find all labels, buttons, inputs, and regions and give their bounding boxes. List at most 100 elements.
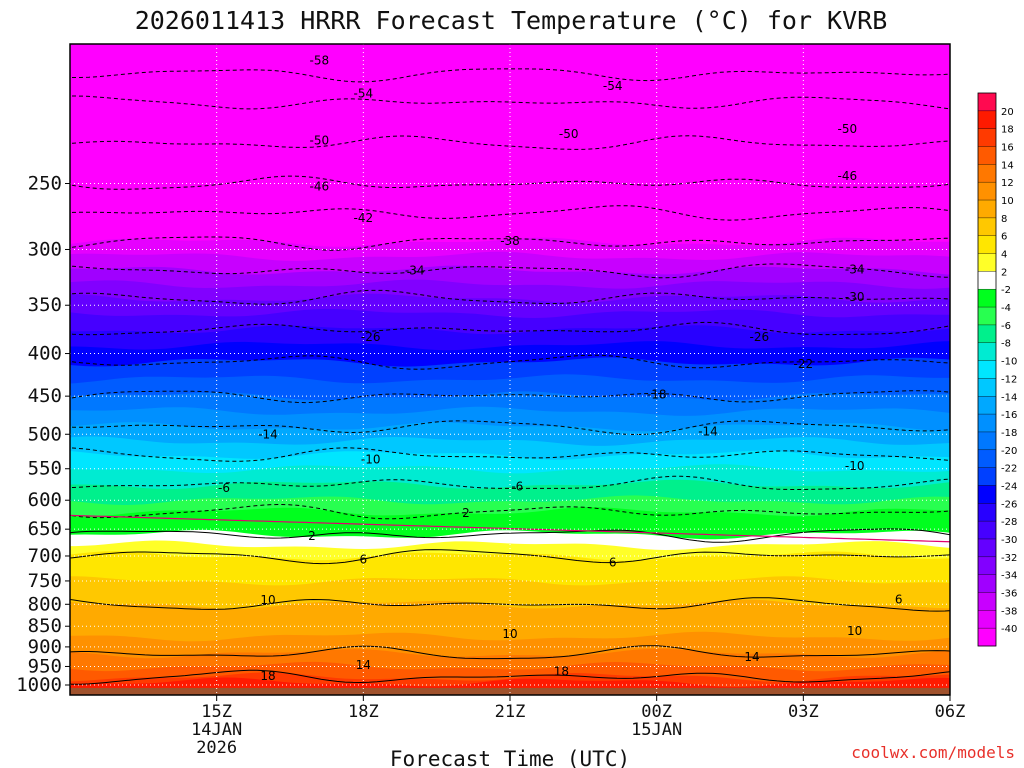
colorbar-label: -38 bbox=[1001, 606, 1017, 617]
contour-label: 2 bbox=[462, 506, 470, 520]
colorbar-cell bbox=[978, 610, 996, 629]
colorbar-cell bbox=[978, 360, 996, 379]
colorbar-label: -18 bbox=[1001, 428, 1017, 439]
colorbar-cell bbox=[978, 289, 996, 308]
contour-m54 bbox=[70, 95, 950, 110]
plot-area: -58 -54 -54 -50 -50 -50 -46 -46 -42 -38 -34 -34 -30 -… bbox=[70, 44, 950, 695]
contour-label: -50 bbox=[310, 134, 330, 148]
ground-surface bbox=[70, 687, 950, 695]
colorbar-cell bbox=[978, 556, 996, 575]
x-tick-label: 15JAN bbox=[631, 720, 682, 740]
colorbar-cell bbox=[978, 521, 996, 540]
contour-m14 bbox=[70, 420, 950, 435]
colorbar-cell bbox=[978, 307, 996, 326]
colorbar-label: -14 bbox=[1001, 392, 1017, 403]
colorbar-label: -34 bbox=[1001, 571, 1017, 582]
contour-m18 bbox=[70, 390, 950, 404]
contour-label: -46 bbox=[838, 169, 858, 183]
y-tick-label: 350 bbox=[28, 294, 62, 316]
contour-m30 bbox=[70, 289, 950, 305]
y-tick-label: 600 bbox=[28, 489, 62, 511]
contour-m22 bbox=[70, 354, 950, 370]
x-tick-label: 18Z bbox=[348, 702, 379, 722]
y-tick-label: 750 bbox=[28, 570, 62, 592]
contour-m26 bbox=[70, 321, 950, 336]
colorbar-cell bbox=[978, 235, 996, 254]
y-tick-label: 550 bbox=[28, 458, 62, 480]
colorbar-label: -2 bbox=[1001, 285, 1011, 296]
y-tick-label: 500 bbox=[28, 423, 62, 445]
colorbar-cell bbox=[978, 503, 996, 522]
colorbar-label: -4 bbox=[1001, 303, 1011, 314]
chart-title: 2026011413 HRRR Forecast Temperature (°C… bbox=[135, 6, 888, 35]
credit-text: coolwx.com/models bbox=[851, 743, 1015, 762]
contour-label: -14 bbox=[698, 424, 718, 438]
colorbar-label: -12 bbox=[1001, 374, 1017, 385]
colorbar-cell bbox=[978, 217, 996, 237]
colorbar-label: -32 bbox=[1001, 553, 1017, 564]
contour-label: 18 bbox=[260, 669, 275, 683]
y-tick-label: 250 bbox=[28, 173, 62, 195]
colorbar-label: -8 bbox=[1001, 339, 1011, 350]
x-tick-label: 2026 bbox=[196, 738, 237, 758]
contour-label: 6 bbox=[895, 593, 903, 607]
x-tick-label: 21Z bbox=[495, 702, 526, 722]
colorbar-label: -30 bbox=[1001, 535, 1017, 546]
contour-m46 bbox=[70, 175, 950, 190]
contour-label: -30 bbox=[845, 290, 865, 304]
contour-label: -10 bbox=[845, 459, 865, 473]
contour-label: -54 bbox=[603, 79, 623, 93]
colorbar-cell bbox=[978, 538, 996, 558]
contour-label: -50 bbox=[559, 127, 579, 141]
contour-label: -6 bbox=[218, 481, 230, 495]
colorbar-label: 8 bbox=[1001, 214, 1007, 225]
colorbar-cell bbox=[978, 592, 996, 611]
contour-6 bbox=[70, 549, 950, 565]
contour-label: -46 bbox=[310, 179, 330, 193]
contour-label: 14 bbox=[744, 650, 759, 664]
colorbar-cell bbox=[978, 431, 996, 451]
contour-label: -50 bbox=[838, 122, 858, 136]
colorbar-cell bbox=[978, 574, 996, 593]
contour-label: -42 bbox=[354, 211, 374, 225]
colorbar-label: -40 bbox=[1001, 624, 1017, 635]
contour-2 bbox=[70, 528, 950, 543]
contour-label: 10 bbox=[260, 593, 275, 607]
colorbar-label: 6 bbox=[1001, 232, 1007, 243]
colorbar-label: -22 bbox=[1001, 464, 1017, 475]
colorbar-label: -10 bbox=[1001, 357, 1017, 368]
x-tick-label: 15Z bbox=[201, 702, 232, 722]
contour-m10 bbox=[70, 447, 950, 462]
colorbar-label: 14 bbox=[1001, 160, 1014, 171]
colorbar-cell bbox=[978, 342, 996, 361]
colorbar-cell bbox=[978, 164, 996, 183]
y-tick-label: 650 bbox=[28, 518, 62, 540]
colorbar-cell bbox=[978, 485, 996, 504]
y-tick-label: 300 bbox=[28, 238, 62, 260]
colorbar-label: 4 bbox=[1001, 250, 1007, 261]
colorbar-cell bbox=[978, 110, 996, 129]
contour-label: 6 bbox=[360, 553, 368, 567]
colorbar-label: -24 bbox=[1001, 481, 1017, 492]
colorbar-cell bbox=[978, 271, 996, 290]
contour-label: 2 bbox=[308, 529, 316, 543]
colorbar-label: -36 bbox=[1001, 588, 1017, 599]
contour-m2 bbox=[70, 503, 950, 520]
contour-label: 14 bbox=[356, 658, 371, 672]
x-tick-label: 03Z bbox=[788, 702, 819, 722]
y-tick-label: 1000 bbox=[16, 674, 62, 696]
y-tick-label: 850 bbox=[28, 615, 62, 637]
contour-label: -22 bbox=[794, 357, 814, 371]
contour-m50 bbox=[70, 135, 950, 150]
contour-label: -18 bbox=[647, 388, 667, 402]
colorbar-label: 10 bbox=[1001, 196, 1014, 207]
contour-m38 bbox=[70, 236, 950, 251]
colorbar-cell bbox=[978, 128, 996, 147]
y-tick-label: 400 bbox=[28, 343, 62, 365]
colorbar-cell bbox=[978, 324, 996, 344]
colorbar-cell bbox=[978, 378, 996, 397]
contour-label: 18 bbox=[554, 665, 569, 679]
contour-label: -58 bbox=[310, 54, 330, 68]
contour-label: 10 bbox=[847, 624, 862, 638]
contour-label: -26 bbox=[750, 330, 770, 344]
